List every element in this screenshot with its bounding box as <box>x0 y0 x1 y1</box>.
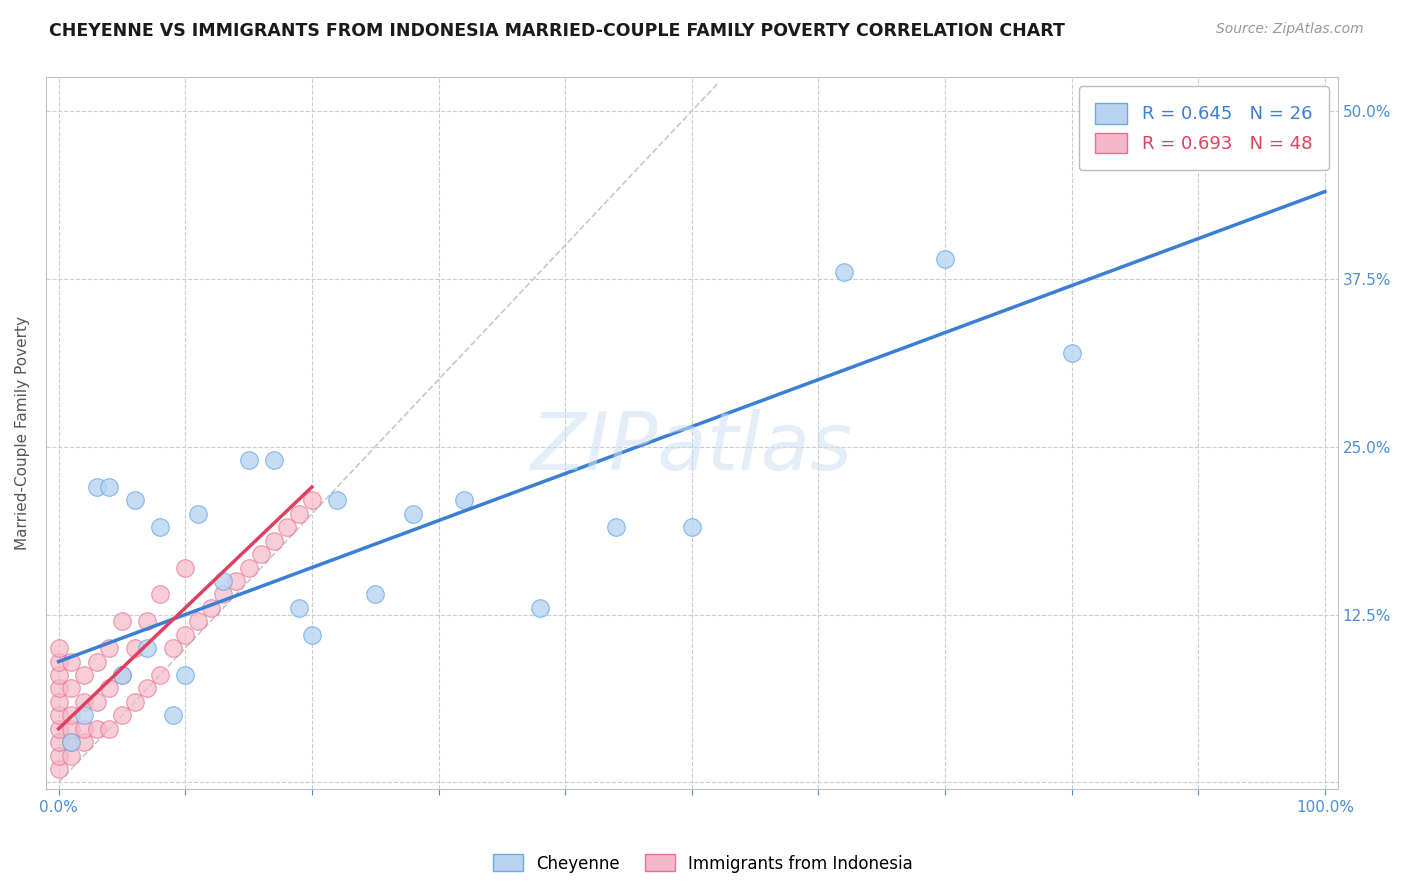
Point <box>60 735 83 749</box>
Point <box>263 533 285 548</box>
Point <box>60 722 83 736</box>
Point <box>263 453 285 467</box>
Point <box>225 574 247 588</box>
Legend: Cheyenne, Immigrants from Indonesia: Cheyenne, Immigrants from Indonesia <box>486 847 920 880</box>
Text: Source: ZipAtlas.com: Source: ZipAtlas.com <box>1216 22 1364 37</box>
Point <box>529 600 551 615</box>
Legend: R = 0.645   N = 26, R = 0.693   N = 48: R = 0.645 N = 26, R = 0.693 N = 48 <box>1078 87 1329 169</box>
Point <box>86 722 108 736</box>
Point <box>326 493 349 508</box>
Point <box>288 507 311 521</box>
Point <box>48 655 70 669</box>
Point <box>276 520 298 534</box>
Point <box>48 762 70 776</box>
Point <box>136 615 159 629</box>
Point <box>98 722 121 736</box>
Point <box>73 722 96 736</box>
Point <box>174 560 197 574</box>
Point <box>200 600 222 615</box>
Point <box>136 681 159 696</box>
Point <box>60 708 83 723</box>
Point <box>48 735 70 749</box>
Point <box>73 708 96 723</box>
Point <box>238 560 260 574</box>
Point <box>48 695 70 709</box>
Point <box>111 668 134 682</box>
Point <box>402 507 425 521</box>
Text: CHEYENNE VS IMMIGRANTS FROM INDONESIA MARRIED-COUPLE FAMILY POVERTY CORRELATION : CHEYENNE VS IMMIGRANTS FROM INDONESIA MA… <box>49 22 1066 40</box>
Point <box>124 695 146 709</box>
Text: ZIPatlas: ZIPatlas <box>530 409 853 486</box>
Point <box>73 735 96 749</box>
Point <box>288 600 311 615</box>
Point <box>162 708 184 723</box>
Point <box>681 520 703 534</box>
Point <box>111 708 134 723</box>
Y-axis label: Married-Couple Family Poverty: Married-Couple Family Poverty <box>15 317 30 550</box>
Point <box>1060 345 1083 359</box>
Point <box>364 587 387 601</box>
Point <box>149 587 172 601</box>
Point <box>48 641 70 656</box>
Point <box>174 628 197 642</box>
Point <box>48 681 70 696</box>
Point <box>187 507 209 521</box>
Point <box>98 480 121 494</box>
Point <box>212 574 235 588</box>
Point <box>136 641 159 656</box>
Point <box>832 265 855 279</box>
Point <box>605 520 627 534</box>
Point <box>48 722 70 736</box>
Point <box>98 681 121 696</box>
Point <box>60 748 83 763</box>
Point <box>111 615 134 629</box>
Point <box>301 493 323 508</box>
Point <box>73 668 96 682</box>
Point <box>98 641 121 656</box>
Point <box>86 695 108 709</box>
Point <box>174 668 197 682</box>
Point <box>48 708 70 723</box>
Point <box>60 655 83 669</box>
Point <box>60 735 83 749</box>
Point <box>60 681 83 696</box>
Point <box>124 493 146 508</box>
Point <box>149 668 172 682</box>
Point <box>238 453 260 467</box>
Point <box>250 547 273 561</box>
Point <box>124 641 146 656</box>
Point <box>934 252 956 266</box>
Point <box>187 615 209 629</box>
Point <box>149 520 172 534</box>
Point <box>48 748 70 763</box>
Point <box>73 695 96 709</box>
Point <box>212 587 235 601</box>
Point <box>86 480 108 494</box>
Point <box>111 668 134 682</box>
Point <box>86 655 108 669</box>
Point <box>301 628 323 642</box>
Point <box>453 493 475 508</box>
Point <box>48 668 70 682</box>
Point <box>162 641 184 656</box>
